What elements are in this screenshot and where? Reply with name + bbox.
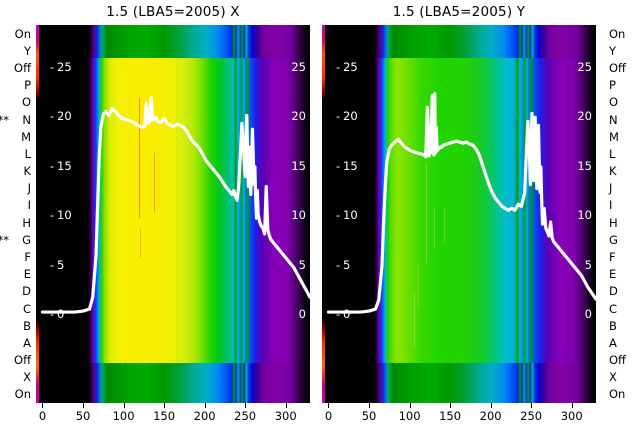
right-axis-tick-label: M xyxy=(609,129,619,144)
x-axis-tick-label: 50 xyxy=(361,409,377,423)
spectrogram-panel-y[interactable]: -25 25-20 20-15 15-10 10-5 5-0 0 xyxy=(322,25,596,403)
right-axis-tick-label: I xyxy=(609,198,613,213)
left-axis-tick-label: H xyxy=(22,215,31,230)
x-axis-tick-label: 50 xyxy=(75,409,91,423)
right-axis-tick-label: G xyxy=(609,232,618,247)
left-axis-tick-label: E xyxy=(23,267,31,282)
x-axis-tick-label: 300 xyxy=(274,409,297,423)
right-axis-tick-label: Y xyxy=(609,43,617,58)
heatmap-band-top-y xyxy=(322,25,596,58)
x-axis-tick-mark xyxy=(490,403,492,408)
axis-flag-marker: ** xyxy=(0,112,9,127)
spectrogram-panel-x[interactable]: -25 25-20 20-15 15-10 10-5 5-0 0 xyxy=(36,25,310,403)
left-axis-tick-label: P xyxy=(24,78,31,93)
right-axis-tick-label: E xyxy=(609,267,617,282)
x-axis-tick-mark xyxy=(285,403,287,408)
heatmap-band-bottom-y xyxy=(322,363,596,403)
x-axis-tick-label: 150 xyxy=(153,409,176,423)
x-axis-tick-mark xyxy=(409,403,411,408)
right-axis-tick-label: Off xyxy=(609,353,626,368)
right-axis-tick-label: N xyxy=(609,112,618,127)
x-axis-tick-mark xyxy=(245,403,247,408)
left-axis-tick-label: On xyxy=(14,26,31,41)
x-axis-tick-label: 250 xyxy=(234,409,257,423)
left-axis-tick-label: I xyxy=(27,198,31,213)
right-axis-tick-label: F xyxy=(609,249,616,264)
axis-flag-marker: ** xyxy=(0,232,9,247)
right-axis-tick-label: H xyxy=(609,215,618,230)
left-axis-tick-label: F xyxy=(24,249,31,264)
x-axis-tick-label: 0 xyxy=(324,409,333,423)
x-axis-tick-mark xyxy=(204,403,206,408)
left-axis-tick-label: On xyxy=(14,387,31,402)
left-axis-tick-label: D xyxy=(22,284,31,299)
x-axis-tick-label: 100 xyxy=(398,409,421,423)
left-axis-tick-label: X xyxy=(23,370,31,385)
left-axis-tick-label: Off xyxy=(14,60,31,75)
x-axis-tick-label: 150 xyxy=(439,409,462,423)
panel-edge-stripe-x xyxy=(36,25,39,403)
right-axis-tick-label: On xyxy=(609,26,626,41)
right-axis-tick-label: C xyxy=(609,301,618,316)
x-axis-tick-label: 0 xyxy=(38,409,47,423)
heatmap-band-top-x xyxy=(36,25,310,58)
right-axis-tick-label: X xyxy=(609,370,617,385)
x-axis-tick-mark xyxy=(42,403,44,408)
left-axis-tick-label: C xyxy=(22,301,31,316)
panel-title-x: 1.5 (LBA5=2005) X xyxy=(106,4,240,20)
x-axis-tick-label: 250 xyxy=(520,409,543,423)
x-axis-tick-mark xyxy=(450,403,452,408)
right-axis-tick-label: L xyxy=(609,146,616,161)
x-axis-tick-mark xyxy=(328,403,330,408)
x-axis-tick-label: 100 xyxy=(112,409,135,423)
x-axis-tick-mark xyxy=(164,403,166,408)
left-axis-tick-label: L xyxy=(24,146,31,161)
x-axis-panel-y: 0 50 100 150 200 250 300 xyxy=(322,403,596,437)
x-axis-tick-mark xyxy=(123,403,125,408)
left-axis-tick-label: J xyxy=(27,181,31,196)
left-axis-tick-label: M xyxy=(21,129,31,144)
left-axis-tick-label: N** xyxy=(0,114,31,126)
right-axis-tick-label: On xyxy=(609,387,626,402)
heatmap-band-bottom-x xyxy=(36,363,310,403)
panel-edge-stripe-y xyxy=(322,25,325,403)
left-axis-tick-label: O xyxy=(21,95,31,110)
right-axis-tick-label: P xyxy=(609,78,616,93)
x-axis-tick-mark xyxy=(83,403,85,408)
panel-title-y: 1.5 (LBA5=2005) Y xyxy=(392,4,526,20)
x-axis-tick-label: 200 xyxy=(479,409,502,423)
x-axis-panel-x: 0 50 100 150 200 250 300 xyxy=(36,403,310,437)
profile-curve-y xyxy=(326,92,596,314)
right-axis-tick-label: A xyxy=(609,335,617,350)
right-axis-tick-label: J xyxy=(609,181,613,196)
right-axis-tick-label: B xyxy=(609,318,617,333)
x-axis-tick-label: 200 xyxy=(193,409,216,423)
left-axis-tick-label: Off xyxy=(14,353,31,368)
right-axis-labels: On Y Off P O N M L K J I H G F E D C B A Off X On xyxy=(606,25,640,403)
x-axis-tick-mark xyxy=(571,403,573,408)
right-axis-tick-label: Off xyxy=(609,60,626,75)
left-axis-tick-label: Y xyxy=(23,43,31,58)
profile-curve-x xyxy=(40,96,310,314)
right-axis-tick-label: O xyxy=(609,95,619,110)
left-axis-tick-label: A xyxy=(23,335,31,350)
right-axis-tick-label: K xyxy=(609,164,617,179)
x-axis-tick-label: 300 xyxy=(560,409,583,423)
x-axis-tick-mark xyxy=(531,403,533,408)
left-axis-tick-label: K xyxy=(23,164,31,179)
left-axis-tick-label: B xyxy=(23,318,31,333)
x-axis-tick-mark xyxy=(369,403,371,408)
left-axis-tick-label: G** xyxy=(0,234,31,246)
right-axis-tick-label: D xyxy=(609,284,618,299)
